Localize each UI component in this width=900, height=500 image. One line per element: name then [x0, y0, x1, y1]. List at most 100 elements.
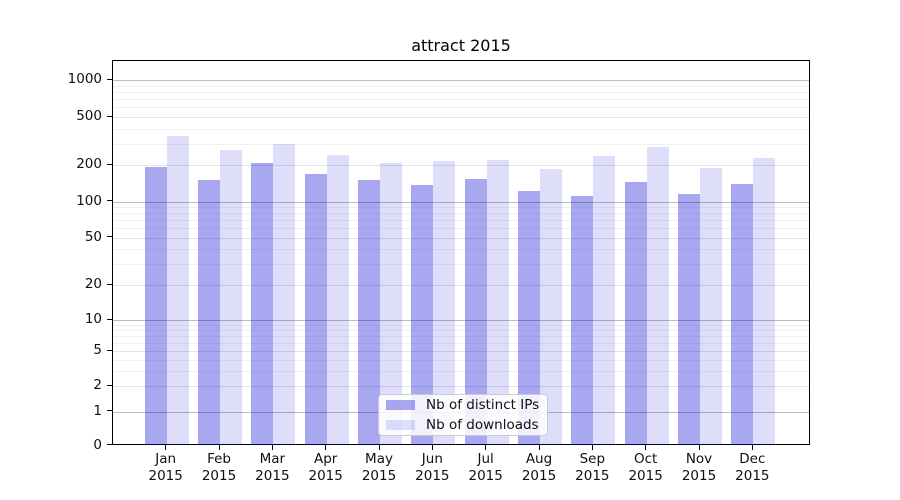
bar-distinct-ips-jul [464, 179, 487, 446]
x-tick-mark [751, 445, 754, 450]
y-tick-mark [107, 115, 112, 117]
major-gridline [113, 80, 809, 81]
chart-title: attract 2015 [411, 36, 511, 55]
legend-label-downloads: Nb of downloads [426, 417, 539, 433]
y-tick-label: 50 [84, 228, 102, 245]
y-tick-label: 20 [84, 276, 102, 292]
y-tick-label: 10 [84, 311, 102, 327]
major-gridline [113, 165, 809, 166]
x-tick-label: Aug 2015 [521, 451, 557, 484]
bar-distinct-ips-aug [518, 190, 540, 446]
minor-gridline [113, 107, 809, 109]
x-tick-mark [271, 445, 274, 450]
y-tick-label: 1 [93, 402, 102, 419]
y-tick-label: 500 [76, 108, 102, 124]
bar-downloads-mar [273, 144, 296, 446]
bar-distinct-ips-feb [198, 179, 221, 446]
x-tick-mark [218, 445, 220, 450]
bar-downloads-dec [753, 158, 776, 446]
major-gridline [113, 351, 809, 352]
x-tick-label: Jul 2015 [468, 451, 503, 484]
bar-downloads-may [380, 162, 403, 446]
minor-gridline [113, 220, 809, 222]
y-tick-mark [107, 78, 112, 80]
major-gridline [113, 201, 809, 203]
x-tick-label: Oct 2015 [628, 451, 663, 484]
minor-gridline [113, 85, 809, 87]
y-tick-label: 0 [93, 436, 102, 453]
legend-item-downloads: Nb of downloads [386, 417, 540, 433]
x-tick-label: Apr 2015 [308, 451, 343, 484]
y-tick-mark [107, 349, 112, 351]
x-tick-mark [325, 445, 327, 450]
minor-gridline [113, 370, 809, 372]
bar-downloads-aug [540, 169, 562, 446]
bar-downloads-jun [433, 161, 456, 446]
bar-distinct-ips-may [358, 180, 381, 446]
minor-gridline [113, 263, 809, 265]
x-tick-label: Jan 2015 [148, 451, 183, 484]
y-tick-mark [107, 283, 112, 285]
y-tick-mark [107, 163, 112, 165]
minor-gridline [113, 228, 809, 230]
minor-gridline [113, 359, 809, 361]
x-tick-label: May 2015 [361, 451, 397, 484]
y-tick-label: 200 [76, 156, 102, 172]
x-tick-label: Nov 2015 [681, 451, 717, 484]
minor-gridline [113, 342, 809, 344]
bar-downloads-feb [220, 149, 243, 446]
bar-downloads-apr [326, 155, 349, 446]
y-tick-label: 100 [76, 192, 102, 209]
x-tick-mark [378, 445, 380, 450]
major-gridline [113, 320, 809, 321]
legend-label-distinct-ips: Nb of distinct IPs [426, 397, 540, 413]
y-tick-mark [107, 318, 112, 320]
bar-downloads-sep [593, 156, 616, 446]
x-tick-label: Mar 2015 [255, 451, 290, 484]
x-tick-label: Jun 2015 [415, 451, 450, 484]
plot-area [112, 60, 810, 446]
minor-gridline [113, 213, 809, 215]
minor-gridline [113, 324, 809, 326]
y-tick-mark [107, 410, 112, 412]
x-tick-mark [591, 445, 594, 450]
bar-distinct-ips-oct [624, 181, 647, 446]
x-tick-mark [165, 445, 167, 450]
x-tick-mark [538, 445, 540, 450]
legend-item-distinct-ips: Nb of distinct IPs [386, 397, 540, 413]
major-gridline [113, 386, 809, 387]
bar-downloads-jul [486, 160, 509, 446]
x-tick-mark [485, 445, 487, 450]
bar-distinct-ips-jun [411, 184, 434, 446]
legend-swatch-distinct-ips [386, 400, 415, 410]
major-gridline [113, 285, 809, 286]
x-tick-label: Dec 2015 [735, 451, 770, 484]
bar-downloads-jan [166, 135, 189, 446]
bar-distinct-ips-apr [304, 173, 327, 446]
minor-gridline [113, 249, 809, 251]
bar-distinct-ips-mar [251, 162, 274, 446]
minor-gridline [113, 335, 809, 337]
bar-distinct-ips-dec [731, 184, 754, 446]
bar-distinct-ips-nov [678, 194, 700, 446]
legend-swatch-downloads [386, 420, 415, 430]
y-tick-mark [107, 236, 112, 238]
y-tick-mark [107, 384, 112, 386]
minor-gridline [113, 329, 809, 331]
x-tick-label: Sep 2015 [575, 451, 610, 484]
y-tick-mark [107, 200, 112, 202]
bar-downloads-oct [646, 147, 669, 446]
major-gridline [113, 117, 809, 118]
y-tick-label: 2 [93, 377, 102, 393]
x-tick-mark [698, 445, 700, 450]
y-tick-label: 1000 [67, 71, 102, 87]
x-tick-label: Feb 2015 [201, 451, 237, 484]
x-tick-mark [431, 445, 434, 450]
bar-downloads-nov [700, 167, 722, 446]
minor-gridline [113, 91, 809, 93]
minor-gridline [113, 128, 809, 130]
legend: Nb of distinct IPs Nb of downloads [378, 394, 548, 436]
minor-gridline [113, 143, 809, 145]
y-tick-label: 5 [93, 342, 102, 358]
